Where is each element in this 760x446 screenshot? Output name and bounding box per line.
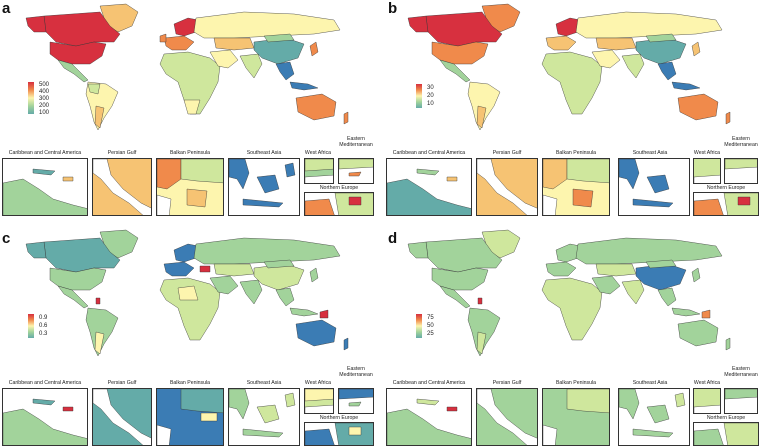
panel-letter: c: [2, 230, 11, 247]
world-map-svg: [407, 229, 731, 357]
inset-northern-europe: [693, 422, 759, 446]
color-legend: 0.9 0.6 0.3: [28, 314, 58, 342]
inset-title-eastern-med: Eastern Mediterranean: [724, 366, 758, 378]
inset-eastern-med: [724, 388, 758, 414]
inset-eastern-med: [338, 158, 374, 184]
inset-title-caribbean: Caribbean and Central America: [392, 150, 466, 156]
inset-title-balkan: Balkan Peninsula: [169, 150, 211, 156]
inset-title-southeast-asia: Southeast Asia: [632, 380, 668, 386]
inset-balkan: [156, 158, 224, 216]
inset-west-africa: [304, 158, 334, 184]
inset-title-eastern-med: Eastern Mediterranean: [339, 136, 373, 148]
inset-title-eastern-med: Eastern Mediterranean: [724, 136, 758, 148]
inset-northern-europe: [693, 192, 759, 216]
legend-tick: 20: [427, 93, 434, 99]
color-legend: 30 20 10: [416, 84, 446, 112]
inset-balkan: [156, 388, 224, 446]
inset-caribbean: [386, 388, 472, 446]
inset-title-balkan: Balkan Peninsula: [555, 150, 597, 156]
inset-title-persian-gulf: Persian Gulf: [492, 380, 522, 386]
inset-title-west-africa: West Africa: [693, 380, 721, 386]
inset-title-caribbean: Caribbean and Central America: [392, 380, 466, 386]
inset-title-west-africa: West Africa: [304, 380, 332, 386]
world-map: [14, 228, 364, 358]
inset-row: Caribbean and Central America Persian Gu…: [0, 136, 378, 216]
legend-tick: 100: [39, 110, 50, 116]
legend-colorbar: [416, 314, 422, 338]
color-legend: 75 50 25: [416, 314, 446, 342]
inset-southeast-asia: [618, 158, 690, 216]
legend-colorbar: [28, 314, 34, 338]
inset-title-caribbean: Caribbean and Central America: [8, 150, 82, 156]
inset-title-west-africa: West Africa: [693, 150, 721, 156]
inset-title-northern-europe: Northern Europe: [319, 415, 359, 421]
inset-northern-europe: [304, 192, 374, 216]
world-map-svg: [25, 229, 349, 357]
inset-row: Caribbean and Central America Persian Gu…: [0, 366, 378, 446]
panel-b: b 30 20 10: [382, 0, 760, 222]
inset-title-northern-europe: Northern Europe: [706, 185, 746, 191]
legend-tick: 30: [427, 85, 434, 91]
panel-a: a: [0, 0, 378, 222]
inset-persian-gulf: [92, 388, 152, 446]
inset-persian-gulf: [476, 158, 538, 216]
inset-title-persian-gulf: Persian Gulf: [107, 150, 137, 156]
color-legend: 500 400 300 200 100: [28, 82, 58, 116]
world-map-svg: [25, 3, 349, 131]
inset-caribbean: [386, 158, 472, 216]
panel-letter: b: [388, 0, 398, 17]
world-map: [14, 2, 364, 132]
inset-title-balkan: Balkan Peninsula: [555, 380, 597, 386]
legend-tick: 0.9: [39, 315, 48, 321]
inset-persian-gulf: [92, 158, 152, 216]
inset-balkan: [542, 158, 610, 216]
inset-title-southeast-asia: Southeast Asia: [632, 150, 668, 156]
legend-tick: 0.6: [39, 323, 48, 329]
world-map-svg: [407, 3, 731, 131]
inset-row: Caribbean and Central America Persian Gu…: [382, 366, 760, 446]
inset-caribbean: [2, 388, 88, 446]
legend-tick: 200: [39, 103, 50, 109]
inset-persian-gulf: [476, 388, 538, 446]
inset-title-southeast-asia: Southeast Asia: [246, 380, 282, 386]
inset-west-africa: [693, 158, 721, 184]
legend-tick: 300: [39, 96, 50, 102]
legend-tick: 0.3: [39, 331, 48, 337]
inset-title-northern-europe: Northern Europe: [706, 415, 746, 421]
panel-letter: d: [388, 230, 398, 247]
inset-title-northern-europe: Northern Europe: [319, 185, 359, 191]
legend-colorbar: [416, 84, 422, 108]
inset-title-persian-gulf: Persian Gulf: [107, 380, 137, 386]
inset-caribbean: [2, 158, 88, 216]
inset-title-persian-gulf: Persian Gulf: [492, 150, 522, 156]
inset-northern-europe: [304, 422, 374, 446]
inset-title-balkan: Balkan Peninsula: [169, 380, 211, 386]
world-map: [396, 228, 746, 358]
legend-tick: 400: [39, 89, 50, 95]
inset-southeast-asia: [228, 158, 300, 216]
inset-west-africa: [693, 388, 721, 414]
panel-d: d 75: [382, 224, 760, 446]
legend-tick: 10: [427, 101, 434, 107]
legend-tick: 25: [427, 331, 434, 337]
inset-southeast-asia: [618, 388, 690, 446]
inset-eastern-med: [338, 388, 374, 414]
panel-c: c: [0, 224, 378, 446]
inset-title-eastern-med: Eastern Mediterranean: [339, 366, 373, 378]
world-map: [396, 2, 746, 132]
legend-tick: 75: [427, 315, 434, 321]
inset-row: Caribbean and Central America Persian Gu…: [382, 136, 760, 216]
inset-title-caribbean: Caribbean and Central America: [8, 380, 82, 386]
legend-tick: 50: [427, 323, 434, 329]
inset-balkan: [542, 388, 610, 446]
inset-southeast-asia: [228, 388, 300, 446]
inset-eastern-med: [724, 158, 758, 184]
legend-colorbar: [28, 82, 34, 114]
legend-tick: 500: [39, 82, 50, 88]
inset-west-africa: [304, 388, 334, 414]
inset-title-west-africa: West Africa: [304, 150, 332, 156]
inset-title-southeast-asia: Southeast Asia: [246, 150, 282, 156]
panel-letter: a: [2, 0, 11, 17]
